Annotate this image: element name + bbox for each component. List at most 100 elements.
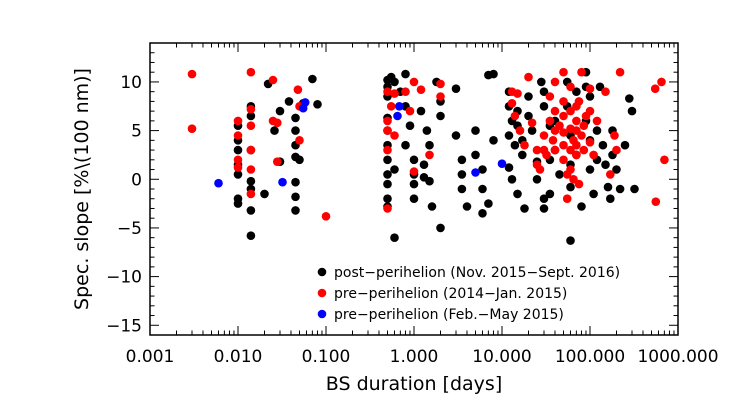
data-point-s0-130 [601, 160, 610, 169]
data-point-s1-38 [510, 111, 520, 121]
data-point-s0-115 [566, 236, 575, 245]
data-point-s0-84 [504, 163, 514, 172]
data-point-s1-19 [321, 212, 331, 221]
data-point-s0-10 [246, 176, 256, 186]
data-point-s0-71 [462, 202, 472, 211]
data-point-s0-25 [295, 155, 304, 165]
data-point-s1-66 [566, 82, 575, 92]
data-point-s1-24 [383, 204, 392, 213]
data-point-s0-100 [539, 87, 549, 96]
data-point-s1-32 [416, 85, 426, 94]
data-point-s0-61 [427, 202, 437, 211]
data-point-s0-50 [405, 121, 415, 130]
data-point-s0-23 [291, 192, 300, 202]
data-point-s1-76 [572, 140, 581, 150]
data-point-s2-0 [214, 178, 223, 188]
legend-label: pre−perihelion (Feb.−May 2015) [334, 307, 564, 323]
data-point-s1-80 [577, 67, 586, 77]
data-point-s0-118 [577, 202, 586, 211]
legend-marker [317, 267, 327, 277]
data-point-s1-69 [566, 145, 575, 155]
data-point-s0-92 [518, 150, 527, 160]
data-point-s1-62 [559, 140, 568, 150]
data-point-s1-53 [550, 77, 560, 87]
data-point-s0-138 [625, 94, 634, 103]
data-point-s1-0 [187, 69, 197, 79]
data-point-s1-91 [606, 170, 615, 179]
data-point-s0-93 [520, 204, 529, 213]
y-tick-label: −15 [106, 316, 142, 336]
data-point-s0-135 [612, 165, 621, 174]
x-tick-label: 1.000 [390, 347, 439, 367]
data-point-s0-132 [606, 194, 615, 203]
data-point-s0-40 [383, 194, 392, 203]
data-point-s1-96 [651, 197, 661, 206]
data-point-s0-87 [510, 140, 520, 150]
data-point-s0-98 [532, 175, 542, 184]
data-point-s1-2 [233, 116, 243, 126]
data-point-s0-13 [246, 231, 256, 240]
x-tick-label: 10.000 [472, 347, 531, 367]
y-tick-label: −10 [106, 268, 142, 288]
data-point-s1-50 [545, 92, 555, 101]
data-point-s1-97 [657, 77, 666, 87]
data-point-s1-25 [386, 102, 396, 111]
data-point-s1-63 [559, 155, 568, 165]
data-point-s1-4 [233, 155, 243, 165]
data-point-s0-70 [457, 184, 467, 194]
data-point-s1-14 [273, 118, 282, 128]
data-point-s0-19 [291, 126, 300, 135]
data-point-s1-42 [524, 72, 533, 82]
data-point-s1-86 [585, 106, 595, 116]
data-point-s1-18 [295, 136, 304, 145]
data-point-s0-79 [489, 69, 498, 79]
data-point-s0-139 [627, 106, 637, 116]
data-point-s0-90 [513, 189, 522, 199]
data-point-s0-49 [401, 140, 410, 150]
data-point-s2-3 [300, 98, 310, 107]
data-point-s1-61 [559, 128, 568, 137]
data-point-s0-109 [555, 170, 564, 179]
data-point-s1-11 [246, 189, 256, 199]
data-point-s0-137 [620, 140, 630, 150]
data-point-s1-34 [436, 79, 445, 89]
data-point-s1-46 [535, 165, 545, 174]
data-point-s0-75 [478, 184, 487, 194]
y-tick-label: 10 [120, 73, 142, 93]
data-point-s1-65 [562, 194, 572, 203]
data-point-s1-59 [559, 97, 568, 106]
data-point-s1-51 [545, 116, 555, 126]
data-point-s0-96 [527, 126, 537, 135]
data-point-s0-24 [291, 206, 300, 215]
data-point-s1-40 [515, 126, 525, 135]
data-point-s0-58 [422, 126, 432, 135]
data-point-s0-86 [507, 175, 517, 184]
data-point-s0-44 [390, 165, 399, 174]
data-point-s1-37 [507, 99, 517, 108]
ticks-layer: 0.001 0.010 0.100 1.000 10.000 100.000 1000.00… [106, 43, 719, 367]
data-point-s1-74 [572, 116, 581, 126]
data-point-s0-27 [308, 74, 317, 84]
data-point-s2-7 [497, 159, 507, 168]
data-point-s0-28 [313, 100, 322, 109]
legend-label: post−perihelion (Nov. 2015−Sept. 2016) [334, 265, 620, 281]
data-point-s1-33 [425, 150, 434, 160]
data-point-s1-5 [233, 163, 243, 172]
data-point-s1-81 [577, 131, 586, 140]
data-point-s0-106 [545, 189, 555, 199]
data-point-s0-51 [409, 155, 419, 165]
data-point-s0-124 [585, 165, 595, 174]
data-point-s1-54 [550, 106, 560, 116]
data-point-s1-8 [246, 121, 256, 130]
data-point-s0-76 [478, 209, 487, 218]
data-point-s1-1 [187, 124, 197, 133]
data-point-s1-49 [542, 150, 551, 160]
data-point-s0-131 [603, 182, 613, 192]
data-point-s0-140 [630, 184, 639, 194]
data-point-s0-68 [457, 155, 467, 165]
data-point-s1-89 [592, 116, 602, 126]
data-point-s1-28 [401, 87, 410, 96]
data-point-s0-72 [471, 126, 480, 135]
data-point-s1-56 [550, 145, 560, 155]
